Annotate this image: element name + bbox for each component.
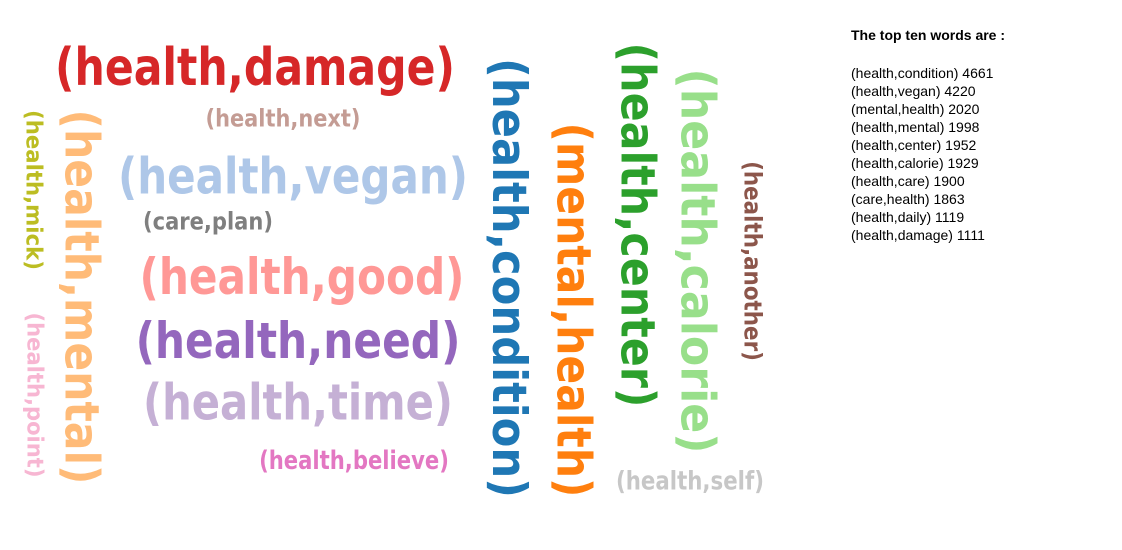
top-word-row-9: (health,daily) 1119: [851, 209, 965, 225]
cloud-word: (health,good): [140, 248, 465, 306]
cloud-word: (health,damage): [55, 38, 455, 98]
top-word-row-6: (health,calorie) 1929: [851, 155, 979, 171]
top-word-row-10: (health,damage) 1111: [851, 227, 985, 243]
top-word-row-1: (health,condition) 4661: [851, 65, 994, 81]
top-word-row-4: (health,mental) 1998: [851, 119, 980, 135]
cloud-word: (health,vegan): [118, 147, 468, 205]
cloud-word: (care,plan): [143, 208, 273, 235]
cloud-word: (health,time): [143, 373, 453, 431]
cloud-word: (health,mental): [54, 110, 110, 485]
top-words-panel: The top ten words are : (health,conditio…: [851, 27, 1111, 244]
top-word-row-2: (health,vegan) 4220: [851, 83, 976, 99]
top-word-row-5: (health,center) 1952: [851, 137, 977, 153]
cloud-word: (health,believe): [259, 445, 449, 476]
cloud-word: (health,mick): [20, 110, 46, 270]
top-word-row-3: (mental,health) 2020: [851, 101, 980, 117]
cloud-word: (health,next): [206, 105, 361, 133]
cloud-word: (health,calorie): [670, 69, 726, 454]
cloud-word: (health,another): [738, 161, 765, 361]
top-words-title: The top ten words are :: [851, 27, 1006, 43]
cloud-word: (health,center): [610, 43, 666, 408]
cloud-word: (health,point): [21, 313, 47, 478]
cloud-word: (health,need): [136, 312, 461, 370]
top-word-row-7: (health,care) 1900: [851, 173, 965, 189]
top-word-row-8: (care,health) 1863: [851, 191, 965, 207]
cloud-word: (mental,health): [546, 123, 602, 498]
cloud-word: (health,self): [616, 466, 764, 497]
cloud-word: (health,condition): [481, 58, 536, 498]
